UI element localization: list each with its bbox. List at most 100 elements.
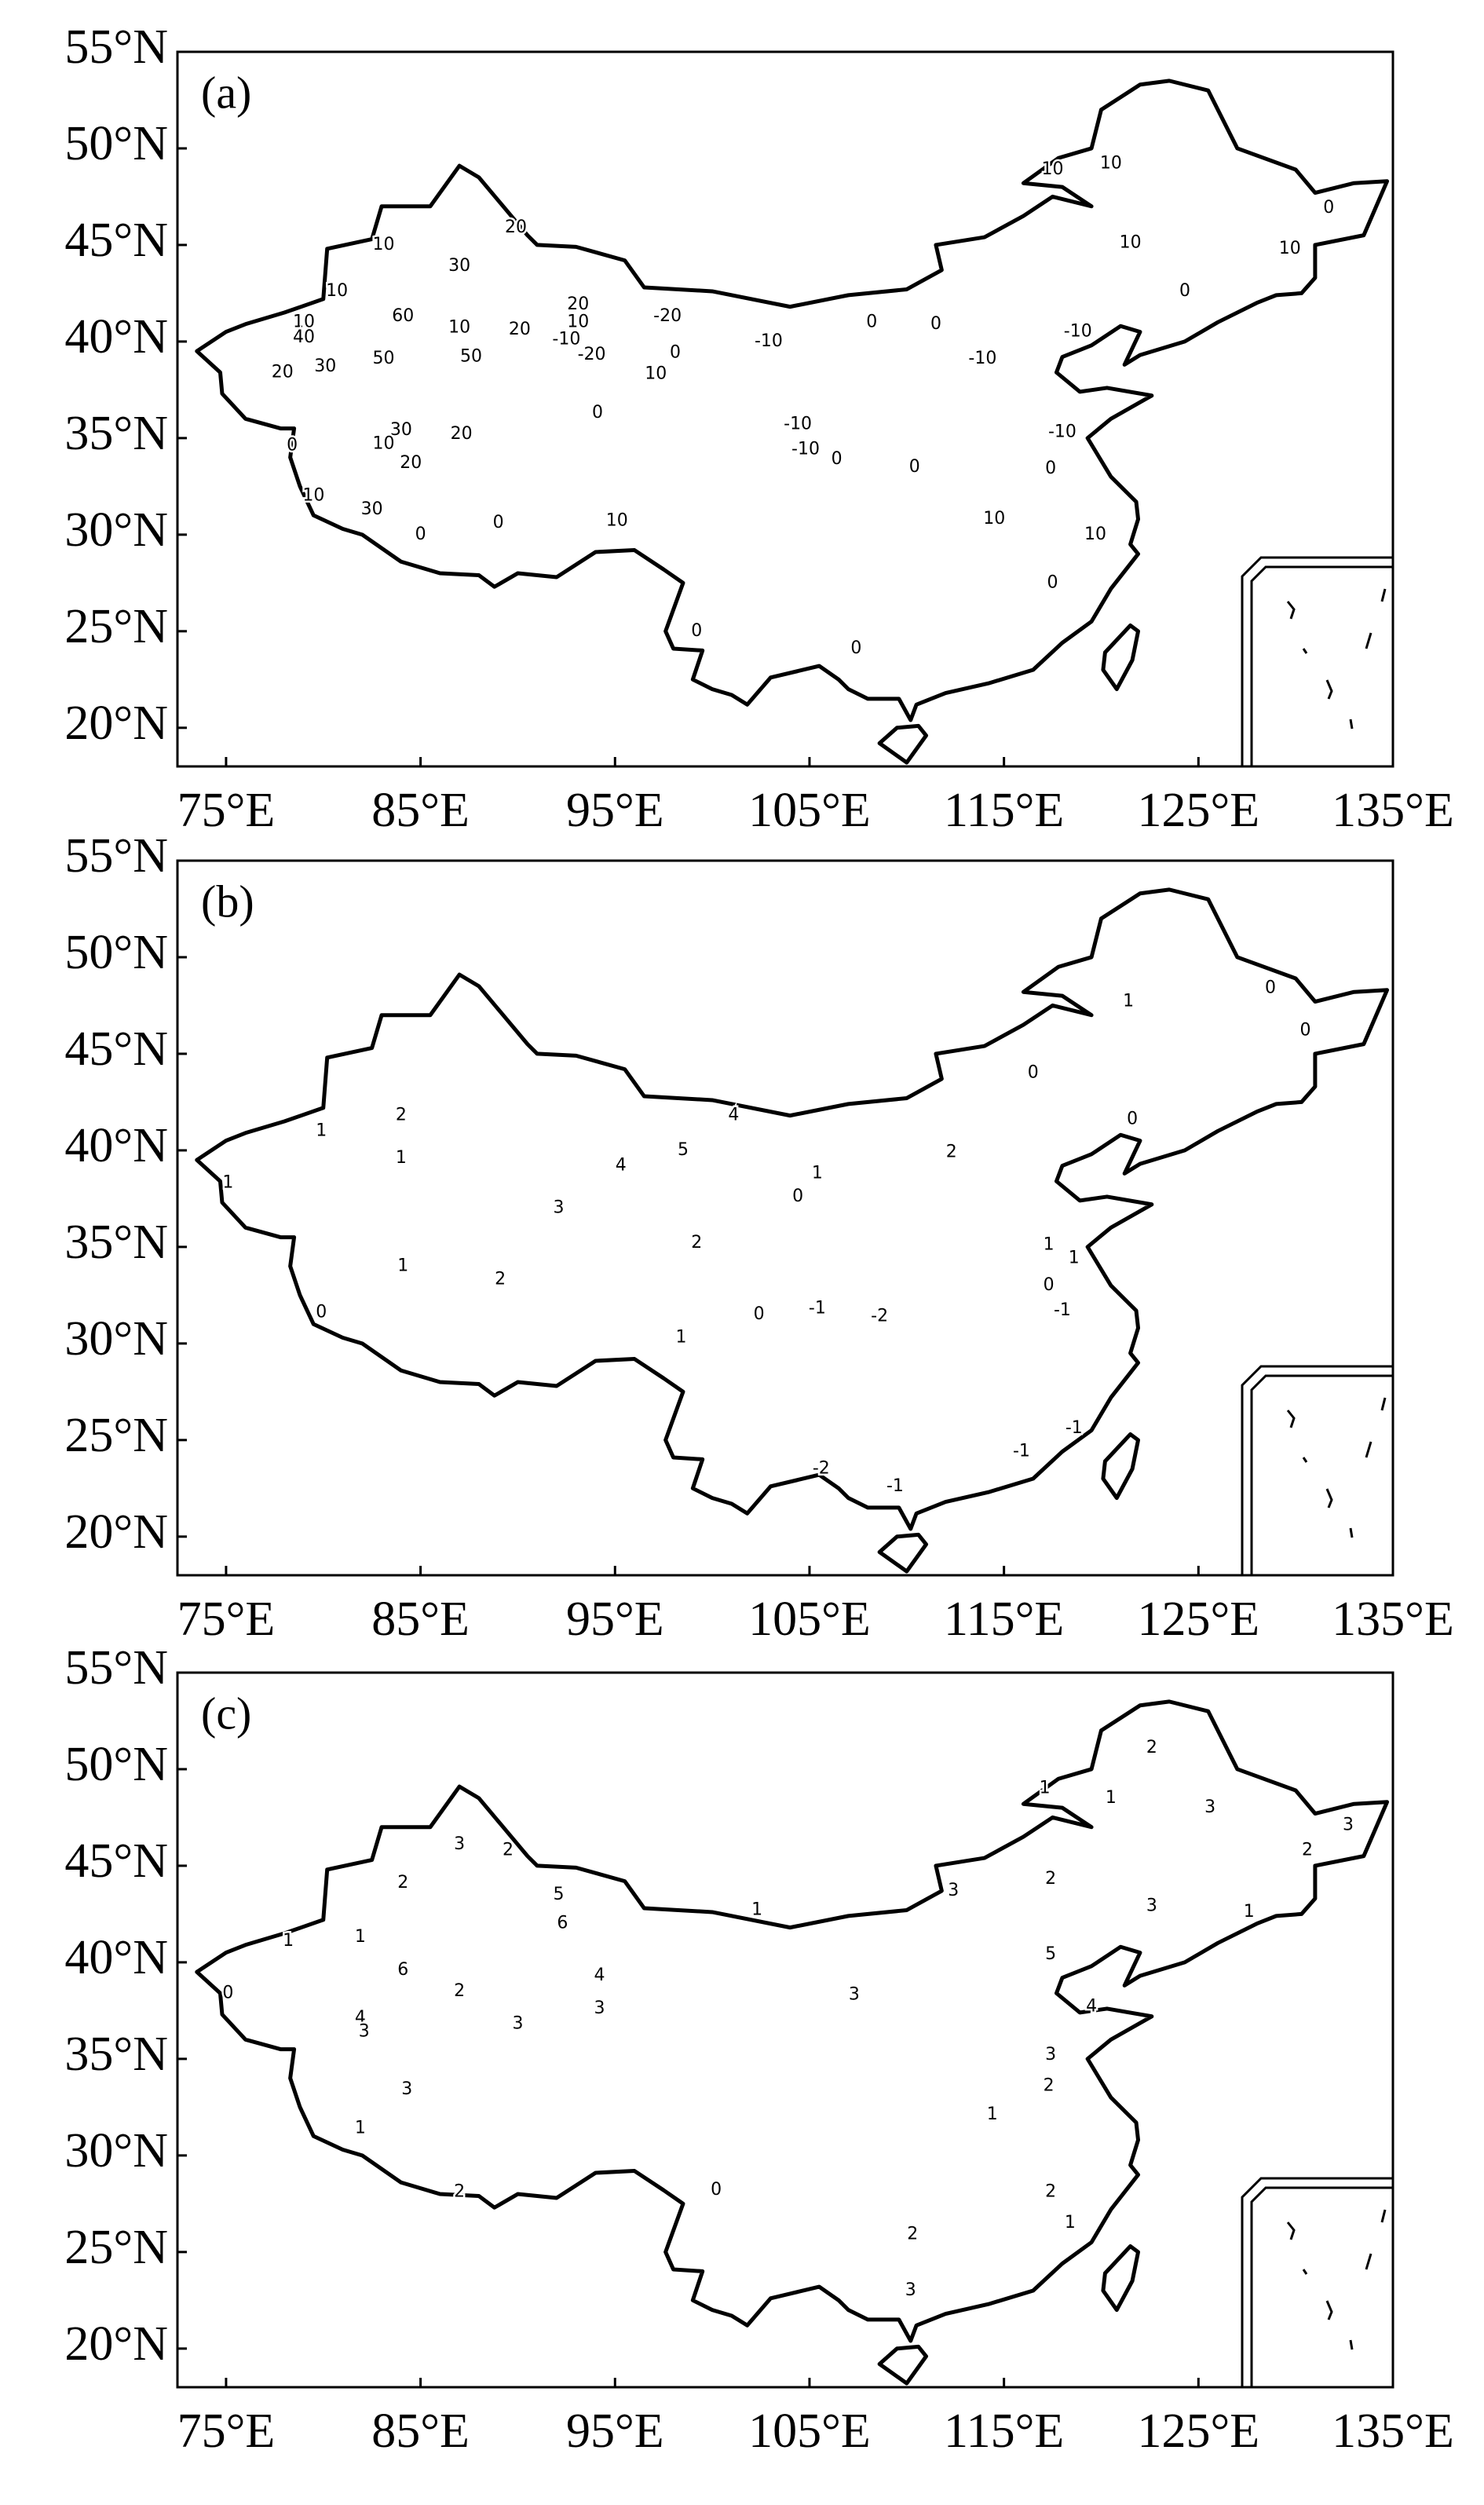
x-tick-label: 105°E [748, 784, 871, 837]
contour-label: 10 [302, 486, 324, 506]
contour-label: 0 [1179, 281, 1190, 301]
x-tick-label: 135°E [1332, 784, 1454, 837]
x-tick-label: 135°E [1332, 2404, 1454, 2458]
contour-label: 1 [1244, 1902, 1255, 1922]
x-tick-label: 85°E [371, 784, 470, 837]
x-tick-label: 125°E [1137, 2404, 1259, 2458]
contour-label: 1 [1069, 1249, 1080, 1268]
x-tick-label: 105°E [748, 1593, 871, 1646]
contour-label: 1 [355, 2118, 366, 2137]
contour-label: -1 [1054, 1300, 1071, 1320]
contour-label: 1 [355, 1927, 366, 1947]
contour-label: 3 [1204, 1797, 1215, 1817]
contour-label: 20 [451, 424, 473, 444]
contour-label: 10 [567, 312, 589, 331]
contour-label: 6 [397, 1960, 408, 1980]
x-tick-label: 75°E [177, 2404, 276, 2458]
x-tick-label: 85°E [371, 2404, 470, 2458]
contour-label: 3 [359, 2021, 370, 2041]
y-tick-label: 55°N [64, 1641, 168, 1695]
contour-label: 0 [1047, 572, 1058, 592]
y-tick-label: 35°N [64, 2028, 168, 2081]
contour-label: 40 [293, 327, 315, 347]
contour-label: 0 [316, 1303, 327, 1322]
contour-label: 2 [1045, 1869, 1056, 1889]
contour-label: 4 [728, 1106, 739, 1125]
y-tick-label: 50°N [64, 1738, 168, 1791]
x-tick-label: 75°E [177, 1593, 276, 1646]
contour-label: 1 [1065, 2213, 1076, 2233]
contour-label: 2 [454, 2182, 465, 2202]
contour-label: 0 [493, 513, 504, 532]
contour-label: 50 [460, 347, 482, 367]
contour-label: 0 [850, 638, 861, 658]
y-tick-label: 40°N [64, 1931, 168, 1984]
contour-label: 20 [400, 453, 422, 473]
contour-label: 0 [1028, 1063, 1039, 1083]
x-tick-label: 85°E [371, 1593, 470, 1646]
contour-label: 3 [401, 2079, 412, 2099]
x-tick-label: 115°E [944, 2404, 1064, 2458]
contour-label: 0 [930, 314, 941, 334]
y-tick-label: 55°N [64, 829, 168, 883]
contour-label: 1 [316, 1121, 327, 1140]
axes-frame [176, 1671, 1394, 2389]
contour-label: 1 [396, 1148, 407, 1168]
contour-label: 1 [675, 1327, 686, 1347]
x-tick-label: 115°E [944, 784, 1064, 837]
contour-label: -2 [813, 1459, 830, 1479]
contour-label: 0 [1300, 1020, 1311, 1040]
y-tick-label: 35°N [64, 1216, 168, 1269]
contour-label: 10 [645, 364, 667, 384]
contour-label: 0 [670, 343, 681, 363]
y-tick-label: 55°N [64, 20, 168, 74]
contour-label: 10 [373, 433, 395, 453]
contour-label: 2 [397, 1873, 408, 1892]
y-tick-label: 45°N [64, 1834, 168, 1888]
contour-label: 20 [509, 320, 531, 339]
axes-frame [176, 50, 1394, 768]
x-tick-label: 95°E [566, 1593, 664, 1646]
contour-label: 0 [1323, 198, 1334, 218]
contour-label: -1 [1065, 1418, 1083, 1438]
contour-label: -20 [578, 345, 606, 364]
contour-label: 10 [1100, 154, 1122, 174]
contour-label: -10 [1064, 322, 1092, 342]
contour-label: 5 [678, 1140, 689, 1160]
contour-label: 4 [616, 1156, 627, 1176]
contour-label: -1 [1013, 1442, 1030, 1461]
contour-label: 20 [272, 362, 294, 382]
contour-label: 10 [1042, 159, 1064, 179]
contour-label: 6 [557, 1914, 568, 1933]
contour-label: 10 [983, 509, 1005, 528]
contour-label: 0 [592, 403, 603, 422]
contour-label: 30 [448, 256, 470, 276]
x-tick-label: 95°E [566, 2404, 664, 2458]
contour-label: 4 [355, 2008, 366, 2028]
contour-label: 3 [1045, 2045, 1056, 2064]
contour-label: 0 [1044, 1275, 1055, 1295]
contour-label: 0 [909, 457, 920, 477]
y-tick-label: 30°N [64, 1312, 168, 1366]
axes-frame [176, 859, 1394, 1577]
y-tick-label: 45°N [64, 1022, 168, 1076]
contour-label: 10 [1084, 525, 1106, 544]
y-tick-label: 25°N [64, 600, 168, 653]
contour-label: 30 [314, 357, 336, 376]
contour-label: 1 [1106, 1788, 1117, 1808]
contour-label: 1 [397, 1256, 408, 1275]
contour-label: 20 [505, 218, 527, 237]
y-tick-label: 30°N [64, 2124, 168, 2178]
contour-label: 4 [594, 1966, 605, 1985]
contour-label: 0 [832, 449, 843, 469]
contour-label: 0 [792, 1187, 803, 1206]
contour-label: 2 [495, 1270, 506, 1289]
y-tick-label: 25°N [64, 2221, 168, 2274]
contour-label: 2 [907, 2225, 918, 2244]
contour-label: 0 [711, 2180, 722, 2200]
contour-label: 0 [1127, 1110, 1138, 1129]
contour-label: -10 [552, 329, 580, 349]
contour-label: 0 [754, 1304, 765, 1324]
y-tick-label: 30°N [64, 503, 168, 557]
